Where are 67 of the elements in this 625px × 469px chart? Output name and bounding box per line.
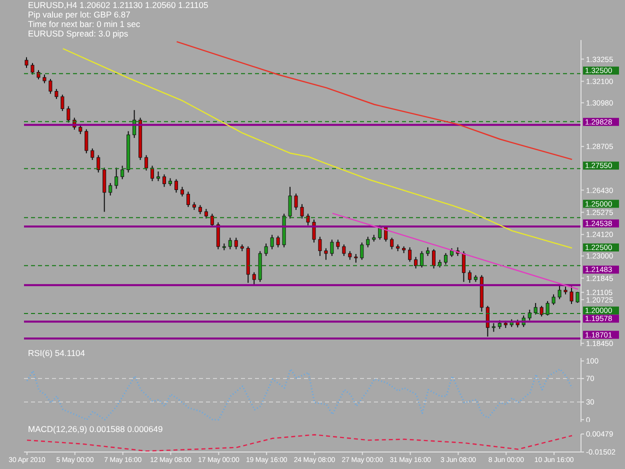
candlestick [54,88,58,100]
candlestick [186,191,190,208]
candlestick [330,239,334,256]
line-series [176,41,573,160]
candlestick [174,178,178,194]
candlestick [558,285,562,300]
candlestick [270,234,274,250]
candlestick [162,174,166,188]
candlestick [198,204,202,215]
candlestick [114,167,118,190]
candlestick [468,270,472,284]
text: Time for next bar: 0 min 1 sec [28,19,141,29]
candlestick [432,248,436,269]
candlestick [306,213,310,226]
candlestick [552,294,556,306]
candlestick [156,171,160,182]
text: EURUSD Spread: 3.0 pips [28,28,128,38]
candlestick [66,106,70,124]
candlestick [234,237,238,250]
text: EURUSD,H4 1.20602 1.21130 1.20560 1.21105 [28,0,208,10]
candlestick [414,256,418,269]
candlestick [252,272,256,286]
candlestick [390,237,394,250]
candlestick [24,56,28,68]
candlestick [144,154,148,172]
candlestick [60,94,64,112]
candlestick [342,244,346,256]
candlestick [324,248,328,260]
candlestick [150,165,154,182]
candlestick [108,182,112,196]
candlestick [366,236,370,248]
candlestick [318,236,322,256]
candlestick [276,235,280,248]
candlestick [36,70,40,80]
line-series [62,48,573,249]
text: Pip value per lot: GBP 6.87 [28,10,131,20]
candlestick [420,250,424,268]
candlestick [444,252,448,266]
candlestick [204,208,208,220]
candlestick [120,165,124,180]
candlestick [90,148,94,160]
candlestick [336,239,340,250]
candlestick [360,242,364,260]
candlestick [216,222,220,250]
candlestick [534,302,538,316]
candlestick [96,154,100,173]
candlestick [570,284,574,304]
annotation: RSI(6) 54.1104 [28,348,86,358]
candlestick [294,193,298,210]
candlestick [30,62,34,76]
candlestick [288,186,292,220]
line-series [26,434,573,452]
candlestick [84,128,88,154]
line-series [26,368,573,420]
candlestick [48,78,52,94]
candlestick [264,242,268,256]
candlestick [312,218,316,244]
candlestick [462,250,466,282]
candlestick [408,246,412,262]
candlestick [102,167,106,212]
candlestick [210,213,214,228]
annotation: MACD(12,26,9) 0.001588 0.000649 [28,424,163,434]
candlestick [180,186,184,197]
candlestick [300,204,304,220]
candlestick [228,237,232,250]
candlestick [546,300,550,316]
candlestick [540,305,544,317]
